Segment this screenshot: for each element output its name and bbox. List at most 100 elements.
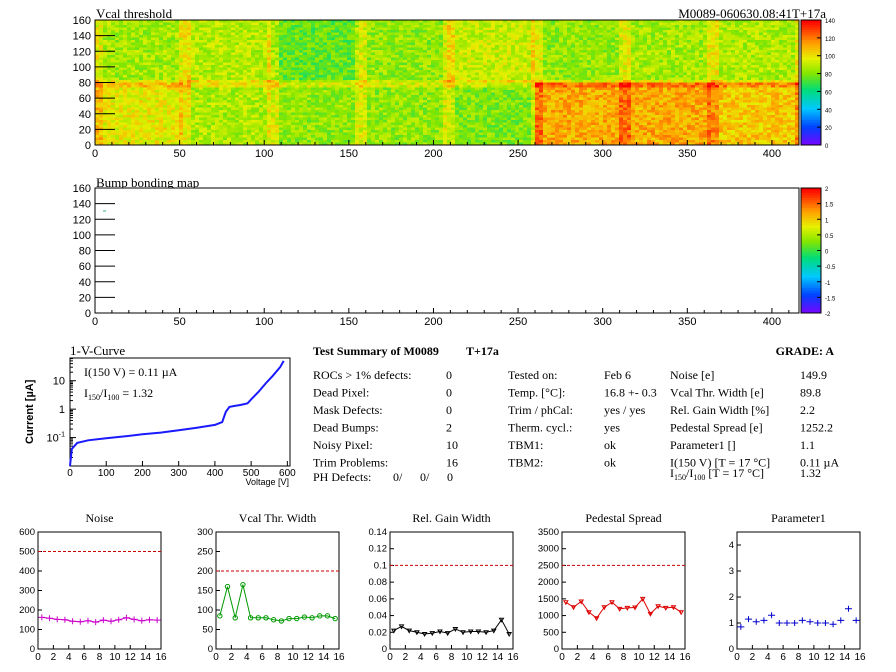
heat-cell: [623, 70, 628, 73]
heat-cell: [279, 77, 284, 81]
heat-cell: [115, 50, 120, 53]
heat-cell: [647, 60, 652, 63]
heat-cell: [331, 85, 336, 88]
heat-cell: [547, 27, 552, 31]
heat-cell: [191, 70, 196, 73]
heat-cell: [335, 70, 340, 73]
heat-cell: [131, 70, 136, 73]
heat-cell: [563, 32, 568, 36]
heat-cell: [635, 30, 640, 33]
heat-cell: [679, 67, 684, 71]
heat-cell: [639, 25, 644, 28]
heat-cell: [151, 60, 156, 63]
heat-cell: [383, 55, 388, 58]
heat-cell: [267, 52, 272, 56]
heat-cell: [483, 40, 488, 43]
heat-cell: [479, 55, 484, 58]
heat-cell: [163, 57, 168, 61]
heat-cell: [451, 65, 456, 68]
heat-cell: [567, 72, 572, 76]
heat-cell: [207, 82, 212, 86]
heat-cell: [299, 47, 304, 51]
heat-cell: [279, 40, 284, 43]
heat-cell: [583, 22, 588, 26]
heat-cell: [535, 52, 540, 56]
heat-cell: [779, 67, 784, 71]
heat-cell: [355, 35, 360, 38]
heat-cell: [243, 67, 248, 71]
heat-cell: [127, 60, 132, 63]
heat-cell: [99, 87, 104, 91]
heat-cell: [151, 27, 156, 31]
heat-cell: [399, 70, 404, 73]
heat-cell: [471, 22, 476, 26]
heat-cell: [559, 75, 564, 78]
heat-cell: [467, 62, 472, 66]
heat-cell: [319, 45, 324, 48]
heat-cell: [251, 77, 256, 81]
heat-cell: [95, 45, 100, 48]
heat-cell: [119, 77, 124, 81]
heat-cell: [451, 80, 456, 83]
heat-cell: [499, 77, 504, 81]
heat-cell: [763, 30, 768, 33]
heat-cell: [439, 52, 444, 56]
heat-cell: [155, 85, 160, 88]
heat-cell: [723, 80, 728, 83]
heat-cell: [251, 50, 256, 53]
heat-cell: [115, 90, 120, 93]
heat-cell: [671, 75, 676, 78]
heat-cell: [307, 50, 312, 53]
heat-cell: [159, 80, 164, 83]
heat-cell: [731, 22, 736, 26]
heat-cell: [599, 32, 604, 36]
heat-cell: [391, 35, 396, 38]
heat-cell: [219, 42, 224, 46]
heat-cell: [223, 72, 228, 76]
heat-cell: [571, 30, 576, 33]
heat-cell: [675, 55, 680, 58]
heat-cell: [127, 77, 132, 81]
heat-cell: [411, 47, 416, 51]
heat-cell: [359, 45, 364, 48]
heat-cell: [339, 27, 344, 31]
heat-cell: [431, 50, 436, 53]
heat-cell: [627, 72, 632, 76]
heat-cell: [787, 80, 792, 83]
heat-cell: [435, 37, 440, 41]
heat-cell: [247, 30, 252, 33]
heat-cell: [471, 72, 476, 76]
heat-cell: [583, 67, 588, 71]
heat-cell: [179, 27, 184, 31]
heat-cell: [771, 60, 776, 63]
heat-cell: [131, 77, 136, 81]
heat-cell: [751, 57, 756, 61]
heat-cell: [463, 75, 468, 78]
heat-cell: [635, 50, 640, 53]
heat-cell: [171, 25, 176, 28]
heat-cell: [131, 40, 136, 43]
heat-cell: [519, 52, 524, 56]
heat-cell: [167, 50, 172, 53]
heat-cell: [255, 55, 260, 58]
heat-cell: [419, 32, 424, 36]
heat-cell: [215, 37, 220, 41]
heat-cell: [247, 55, 252, 58]
heat-cell: [619, 70, 624, 73]
heat-cell: [103, 30, 108, 33]
heat-cell: [715, 40, 720, 43]
heat-cell: [751, 20, 756, 23]
heat-cell: [191, 45, 196, 48]
heat-cell: [111, 70, 116, 73]
heat-cell: [123, 52, 128, 56]
heat-cell: [623, 45, 628, 48]
heat-cell: [343, 42, 348, 46]
heat-cell: [263, 55, 268, 58]
heat-cell: [335, 30, 340, 33]
heat-cell: [227, 67, 232, 71]
heat-cell: [363, 37, 368, 41]
heat-cell: [247, 87, 252, 91]
heat-cell: [779, 72, 784, 76]
heat-cell: [215, 22, 220, 26]
heat-cell: [595, 35, 600, 38]
